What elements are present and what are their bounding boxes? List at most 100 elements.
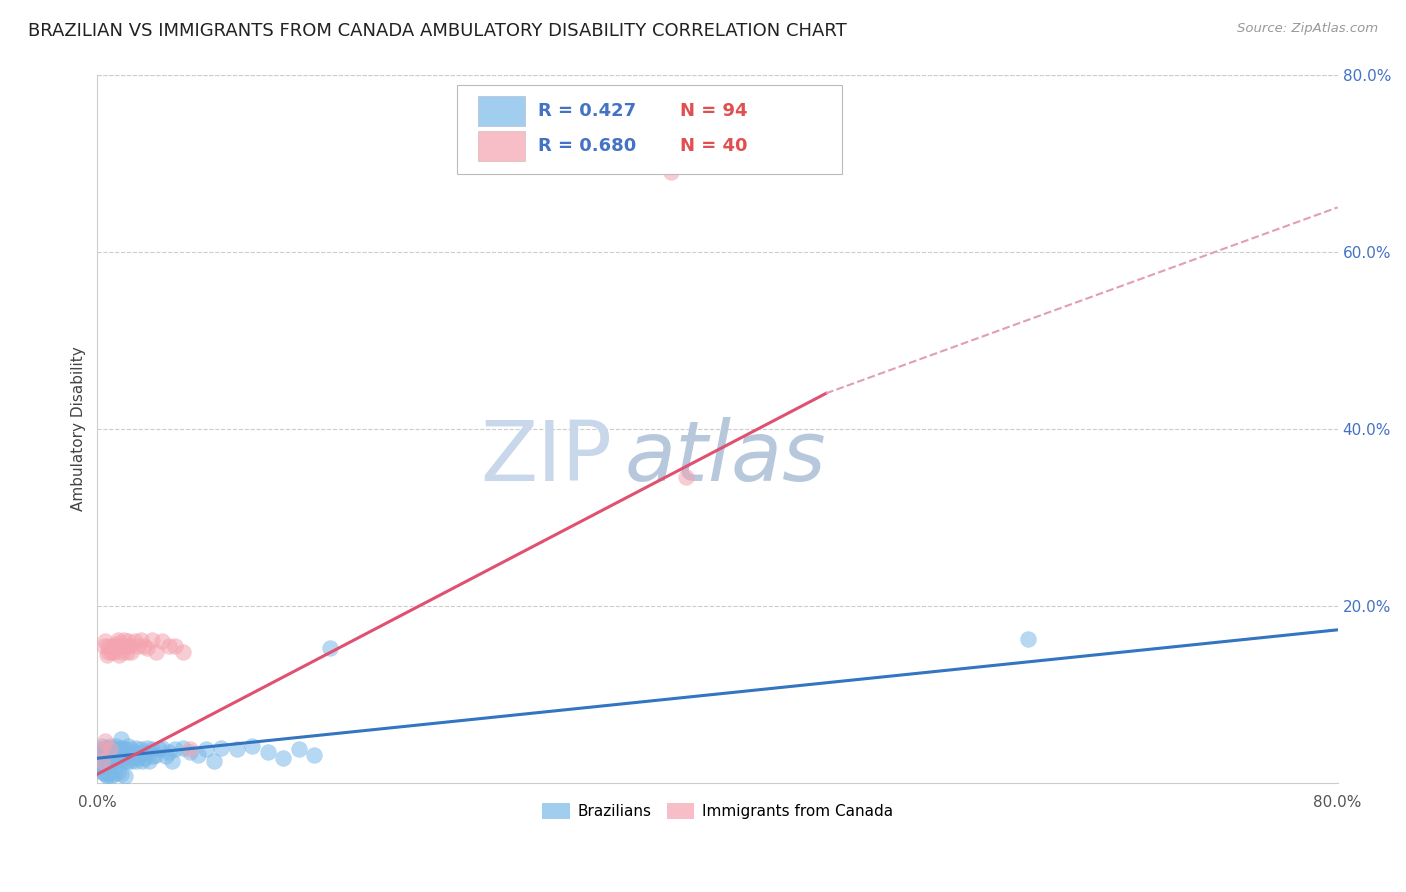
- Point: [98, 747, 121, 761]
- Point: [103, 645, 125, 659]
- Point: [172, 740, 194, 755]
- Point: [124, 745, 146, 759]
- FancyBboxPatch shape: [457, 85, 842, 174]
- Point: [659, 165, 682, 179]
- Point: [103, 767, 125, 781]
- Point: [104, 751, 127, 765]
- Point: [163, 742, 186, 756]
- Point: [97, 767, 120, 781]
- Point: [273, 751, 295, 765]
- Point: [117, 739, 139, 753]
- Point: [98, 739, 121, 753]
- Point: [104, 739, 127, 753]
- Point: [114, 742, 136, 756]
- Point: [132, 639, 155, 653]
- Point: [110, 767, 132, 781]
- Point: [138, 754, 160, 768]
- Point: [304, 747, 326, 762]
- Point: [114, 639, 136, 653]
- Point: [114, 754, 136, 768]
- Point: [157, 639, 180, 653]
- Point: [111, 751, 134, 765]
- Point: [117, 754, 139, 768]
- Point: [91, 747, 114, 762]
- Point: [163, 639, 186, 653]
- Point: [155, 749, 177, 764]
- Point: [288, 742, 311, 756]
- Point: [94, 751, 117, 765]
- Point: [129, 742, 152, 756]
- Point: [93, 754, 115, 768]
- Point: [225, 742, 247, 756]
- Point: [96, 648, 118, 662]
- Point: [145, 747, 167, 762]
- Point: [319, 641, 342, 656]
- Point: [97, 639, 120, 653]
- Point: [132, 745, 155, 759]
- Point: [97, 754, 120, 768]
- Point: [94, 740, 117, 755]
- Point: [107, 632, 129, 647]
- Point: [152, 740, 174, 755]
- Point: [94, 767, 117, 781]
- Point: [94, 747, 117, 762]
- Point: [97, 740, 120, 755]
- Point: [93, 760, 115, 774]
- Point: [136, 740, 159, 755]
- Point: [118, 639, 141, 653]
- Point: [100, 742, 122, 756]
- Legend: Brazilians, Immigrants from Canada: Brazilians, Immigrants from Canada: [536, 797, 898, 825]
- Point: [110, 731, 132, 746]
- Point: [160, 754, 183, 768]
- Point: [93, 749, 115, 764]
- Point: [107, 754, 129, 768]
- Point: [142, 749, 165, 764]
- Point: [257, 745, 280, 759]
- Point: [145, 645, 167, 659]
- Point: [103, 754, 125, 768]
- Point: [96, 742, 118, 756]
- Point: [108, 749, 131, 764]
- Point: [127, 751, 149, 765]
- Point: [110, 740, 132, 755]
- Point: [93, 745, 115, 759]
- Point: [136, 641, 159, 656]
- Point: [101, 754, 124, 768]
- Point: [209, 740, 232, 755]
- Point: [101, 749, 124, 764]
- Point: [101, 639, 124, 653]
- Text: R = 0.680: R = 0.680: [537, 137, 636, 155]
- Point: [125, 754, 148, 768]
- Point: [152, 634, 174, 648]
- Point: [120, 742, 142, 756]
- Point: [148, 742, 170, 756]
- Point: [100, 754, 122, 768]
- Point: [91, 754, 114, 768]
- Point: [141, 742, 163, 756]
- Point: [91, 739, 114, 753]
- Point: [91, 756, 114, 771]
- Point: [89, 754, 111, 768]
- Point: [1017, 632, 1039, 646]
- Point: [114, 639, 136, 653]
- Y-axis label: Ambulatory Disability: Ambulatory Disability: [72, 346, 86, 511]
- Text: atlas: atlas: [624, 417, 827, 498]
- Point: [112, 747, 135, 761]
- Point: [107, 765, 129, 780]
- Point: [124, 634, 146, 648]
- Point: [101, 742, 124, 756]
- Point: [91, 751, 114, 765]
- Point: [194, 742, 217, 756]
- Point: [117, 634, 139, 648]
- Point: [107, 742, 129, 756]
- Bar: [478, 131, 526, 161]
- Point: [157, 745, 180, 759]
- Bar: [478, 95, 526, 126]
- Point: [115, 645, 138, 659]
- Point: [675, 470, 697, 484]
- Point: [111, 645, 134, 659]
- Point: [101, 639, 124, 653]
- Point: [91, 742, 114, 756]
- Point: [179, 742, 201, 756]
- Point: [111, 742, 134, 756]
